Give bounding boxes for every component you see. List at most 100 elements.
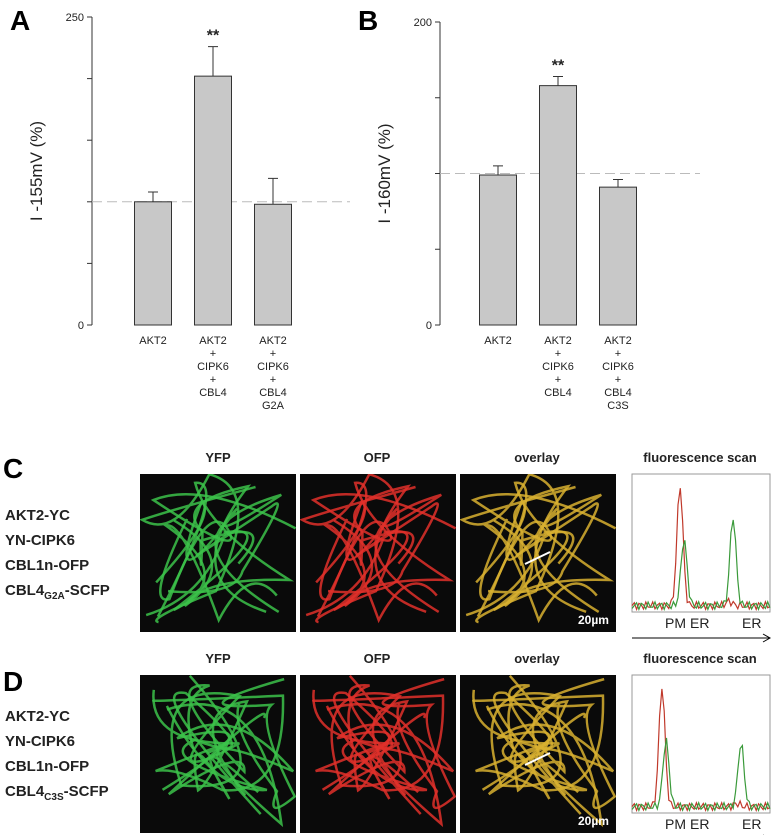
panel-label: C [3, 453, 23, 484]
panel-label: D [3, 666, 23, 697]
error-bar [268, 177, 278, 205]
scan-label: ER [742, 816, 761, 832]
significance: ** [552, 58, 565, 75]
construct: CBL1n-OFP [5, 557, 89, 574]
cell-outline [167, 684, 267, 796]
x-tick-label: G2A [262, 400, 285, 412]
construct-suffix: -SCFP [64, 783, 109, 800]
scan-label: ER [742, 615, 761, 631]
panel-label: A [10, 5, 30, 36]
bar [194, 75, 232, 326]
cell-outline [305, 502, 440, 617]
column-header: fluorescence scan [643, 651, 757, 666]
x-tick-label: CIPK6 [257, 361, 289, 373]
scan-trace [631, 519, 771, 612]
construct: AKT2-YC [5, 708, 70, 725]
cell-outline [221, 677, 296, 810]
x-tick-label: + [270, 348, 276, 360]
cell-outline [472, 694, 605, 792]
cell-outline [513, 699, 579, 800]
x-tick-label: + [555, 374, 561, 386]
construct: CBL4G2A-SCFP [5, 582, 110, 602]
bar [599, 186, 637, 326]
cell-outline [150, 492, 296, 601]
cell-outline [487, 684, 587, 796]
cell-outline [162, 524, 278, 624]
x-tick-label: AKT2 [199, 335, 227, 347]
scan-arrow [524, 551, 551, 565]
bar [479, 174, 517, 326]
column-header: overlay [514, 450, 560, 465]
cell-outline [465, 502, 600, 617]
micrograph [300, 474, 456, 632]
x-tick-label: + [555, 348, 561, 360]
construct-suffix: -SCFP [65, 582, 110, 599]
y-tick-label: 200 [414, 17, 432, 29]
cell-outline [145, 502, 280, 617]
cell-outline [322, 524, 438, 624]
y-axis-label: I -155mV (%) [27, 121, 46, 221]
cell-outline [325, 691, 428, 815]
scan-plot [631, 674, 771, 814]
bar [539, 85, 577, 326]
cell-outline [481, 703, 615, 828]
column-header: YFP [205, 651, 231, 666]
scan-label: ER [690, 615, 709, 631]
scan-label: PM [665, 816, 686, 832]
construct: YN-CIPK6 [5, 532, 75, 549]
micrograph [460, 675, 616, 833]
column-header: overlay [514, 651, 560, 666]
construct-name: CBL4 [5, 582, 45, 599]
micrograph [300, 675, 456, 833]
construct: YN-CIPK6 [5, 733, 75, 750]
x-tick-label: CBL4 [544, 387, 572, 399]
column-header: OFP [364, 450, 391, 465]
cell-outline [310, 492, 456, 601]
x-tick-label: CIPK6 [602, 361, 634, 373]
construct-subscript: G2A [44, 591, 65, 602]
y-tick-label: 0 [78, 320, 84, 332]
x-tick-label: AKT2 [259, 335, 287, 347]
x-tick-label: CIPK6 [197, 361, 229, 373]
bar [134, 201, 172, 326]
column-header: fluorescence scan [643, 450, 757, 465]
construct: CBL1n-OFP [5, 758, 89, 775]
cell-outline [193, 699, 259, 800]
cell-outline [312, 694, 445, 792]
panel-label: B [358, 5, 378, 36]
x-tick-label: AKT2 [139, 335, 167, 347]
cell-outline [381, 677, 456, 810]
cell-outline [152, 694, 285, 792]
cell-outline [156, 481, 295, 618]
column-header: YFP [205, 450, 231, 465]
error-bar [493, 165, 503, 176]
x-tick-label: + [270, 374, 276, 386]
cell-outline [321, 703, 455, 828]
construct-subscript: C3S [44, 792, 64, 803]
y-tick-label: 250 [66, 12, 84, 24]
scan-trace [631, 737, 771, 813]
x-tick-label: AKT2 [484, 335, 512, 347]
x-tick-label: C3S [607, 400, 628, 412]
error-bar [148, 191, 158, 202]
micrograph [140, 474, 296, 632]
cell-outline [470, 492, 616, 601]
construct: AKT2-YC [5, 507, 70, 524]
y-tick-label: 0 [426, 320, 432, 332]
scan-plot [631, 473, 771, 613]
micrograph [460, 474, 616, 632]
x-tick-label: CIPK6 [542, 361, 574, 373]
x-tick-label: AKT2 [604, 335, 632, 347]
error-bar [553, 76, 563, 86]
x-tick-label: AKT2 [544, 335, 572, 347]
x-tick-label: + [210, 374, 216, 386]
cell-outline [485, 691, 588, 815]
column-header: OFP [364, 651, 391, 666]
x-tick-label: CBL4 [604, 387, 632, 399]
scan-label: PM [665, 615, 686, 631]
micrograph [140, 675, 296, 833]
scan-arrow [524, 752, 551, 766]
significance: ** [207, 28, 220, 45]
cell-outline [541, 677, 616, 810]
